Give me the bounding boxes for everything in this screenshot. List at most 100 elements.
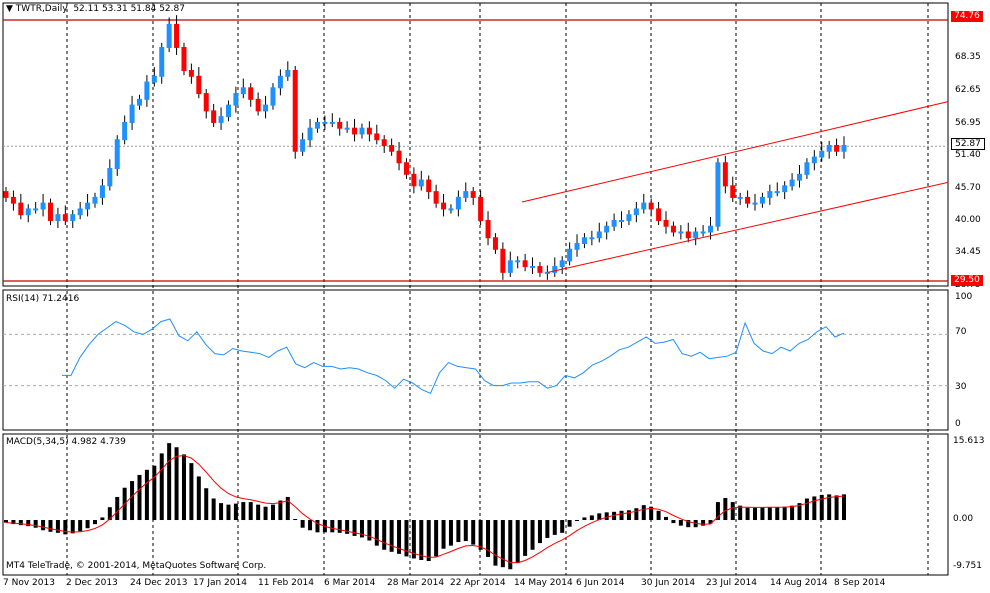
candle-body	[174, 23, 180, 48]
macd-histogram-bar	[419, 520, 424, 561]
price-tick-label: 51.40	[955, 149, 981, 160]
panel-frames	[2, 2, 949, 576]
macd-histogram-bar	[70, 520, 75, 534]
candle-body	[374, 133, 380, 141]
candle-body	[574, 243, 580, 250]
candle-body	[559, 260, 565, 268]
macd-histogram-bar	[300, 520, 305, 528]
rsi-panel[interactable]	[3, 318, 948, 394]
macd-histogram-bar	[671, 520, 676, 524]
x-axis-date-label: 24 Dec 2013	[130, 578, 188, 588]
macd-histogram-bar	[500, 520, 505, 568]
candle-body	[277, 75, 283, 89]
macd-histogram-bar	[827, 494, 832, 521]
macd-histogram-bar	[686, 520, 691, 528]
candle-body	[248, 87, 254, 100]
rsi-tick: 30	[955, 382, 967, 392]
macd-histogram-bar	[285, 496, 290, 521]
candle-body	[55, 214, 61, 221]
x-axis-date-label: 11 Feb 2014	[258, 578, 315, 588]
macd-histogram-bar	[582, 517, 587, 521]
candle-body	[314, 121, 320, 129]
candle-body	[619, 219, 625, 222]
candle-body	[648, 202, 654, 210]
candle-body	[418, 179, 424, 187]
x-axis-date-label: 8 Sep 2014	[834, 578, 886, 588]
candle-body	[448, 208, 454, 211]
macd-histogram-bar	[308, 520, 313, 531]
candle-body	[581, 237, 587, 245]
symbol-header[interactable]: ▼ TWTR,Daily 52.11 53.31 51.84 52.87	[6, 4, 185, 14]
rsi-tick: 70	[955, 327, 967, 337]
macd-histogram-bar	[159, 453, 164, 521]
macd-histogram-bar	[486, 520, 491, 557]
macd-histogram-bar	[589, 515, 594, 521]
price-tick-label: 40.00	[955, 215, 981, 226]
candle-body	[411, 173, 417, 187]
copyright-text: MT4 TeleTrade, © 2001-2014, MetaQuotes S…	[6, 561, 267, 571]
macd-histogram-bar	[804, 498, 809, 521]
macd-histogram-bar	[619, 510, 624, 521]
candle-body	[567, 248, 573, 262]
candle-body	[233, 93, 239, 106]
dropdown-arrow-icon[interactable]: ▼	[6, 4, 13, 14]
candle-body	[455, 196, 461, 210]
candle-body	[92, 196, 98, 204]
candle-body	[737, 196, 743, 199]
macd-histogram-bar	[219, 503, 224, 521]
candle-body	[136, 98, 142, 106]
candle-body	[129, 104, 135, 123]
candle-body	[270, 87, 276, 106]
support-price-tag: 29.50	[951, 275, 983, 286]
macd-histogram-bar	[115, 496, 120, 521]
macd-histogram-bar	[508, 520, 513, 570]
candle-body	[403, 162, 409, 175]
candle-body	[166, 23, 172, 48]
candle-body	[782, 185, 788, 193]
macd-histogram-bar	[760, 507, 765, 521]
vertical-grid	[66, 3, 929, 575]
candle-body	[107, 168, 113, 187]
candle-body	[99, 185, 105, 198]
x-axis-date-label: 28 Mar 2014	[387, 578, 445, 588]
macd-histogram-bar	[293, 518, 298, 521]
macd-signal-line	[5, 455, 845, 564]
macd-histogram-bar	[263, 506, 268, 521]
macd-histogram-bar	[678, 520, 683, 526]
x-axis-date-label: 6 Mar 2014	[324, 578, 376, 588]
macd-histogram-bar	[708, 520, 713, 524]
macd-histogram-bar	[26, 520, 31, 527]
macd-histogram-bar	[226, 504, 231, 521]
candle-body	[678, 231, 684, 234]
candle-body	[300, 139, 306, 152]
macd-panel[interactable]	[4, 443, 846, 570]
macd-histogram-bar	[107, 507, 112, 521]
rsi-line	[62, 318, 845, 394]
candle-body	[10, 196, 16, 204]
resistance-price-tag: 74.76	[951, 11, 983, 22]
candle-body	[366, 127, 372, 135]
candle-body	[381, 139, 387, 146]
ohlc-readout: 52.11 53.31 51.84 52.87	[73, 4, 185, 14]
candle-body	[544, 271, 550, 274]
macd-histogram-bar	[775, 507, 780, 521]
candle-body	[745, 196, 751, 204]
price-tick-label: 56.95	[955, 117, 981, 128]
candle-body	[122, 121, 128, 141]
macd-histogram-bar	[278, 500, 283, 521]
macd-histogram-bar	[478, 520, 483, 550]
price-panel[interactable]	[3, 15, 949, 282]
candle-body	[359, 127, 365, 135]
candle-body	[292, 70, 298, 152]
panel-frame	[2, 2, 949, 287]
candle-body	[500, 248, 506, 273]
candle-body	[285, 70, 291, 77]
symbol-label: TWTR,Daily	[15, 4, 68, 14]
candle-body	[77, 208, 83, 216]
rsi-tick: 100	[955, 292, 973, 302]
macd-label: MACD(5,34,5) 4.982 4.739	[6, 437, 126, 447]
macd-histogram-bar	[575, 520, 580, 522]
macd-histogram-bar	[471, 520, 476, 545]
macd-histogram-bar	[434, 520, 439, 557]
